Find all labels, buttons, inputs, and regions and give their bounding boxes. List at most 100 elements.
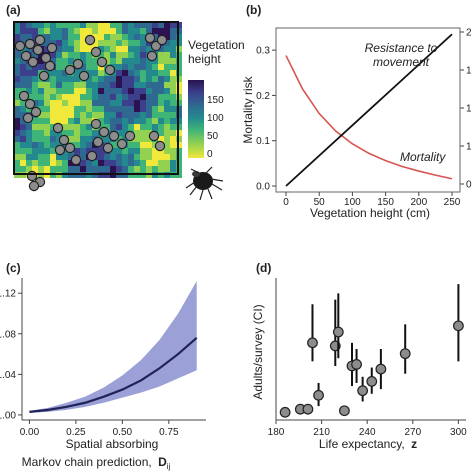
- heatmap-cell: [74, 46, 80, 52]
- site-marker: [46, 42, 58, 54]
- heatmap-cell: [110, 124, 116, 130]
- site-marker: [78, 70, 90, 82]
- heatmap-cell: [170, 34, 176, 40]
- heatmap-cell: [14, 148, 20, 154]
- heatmap-cell: [140, 160, 146, 166]
- heatmap-cell: [62, 160, 68, 166]
- heatmap-cell: [74, 142, 80, 148]
- site-marker: [58, 134, 70, 146]
- heatmap-cell: [26, 160, 32, 166]
- heatmap-cell: [98, 28, 104, 34]
- heatmap-cell: [104, 52, 110, 58]
- heatmap-cell: [32, 148, 38, 154]
- heatmap-cell: [32, 136, 38, 142]
- heatmap-cell: [146, 82, 152, 88]
- heatmap-cell: [56, 46, 62, 52]
- heatmap-cell: [50, 112, 56, 118]
- heatmap-cell: [32, 34, 38, 40]
- heatmap-cell: [98, 106, 104, 112]
- heatmap-cell: [26, 34, 32, 40]
- heatmap-cell: [122, 76, 128, 82]
- heatmap-cell: [170, 82, 176, 88]
- heatmap-cell: [14, 106, 20, 112]
- heatmap-cell: [74, 118, 80, 124]
- site-marker: [146, 50, 158, 62]
- site-marker: [52, 122, 64, 134]
- heatmap-cell: [74, 88, 80, 94]
- heatmap-cell: [140, 124, 146, 130]
- heatmap-cell: [68, 124, 74, 130]
- y-tick-label: 0.0: [256, 182, 270, 193]
- heatmap-cell: [74, 100, 80, 106]
- heatmap-cell: [164, 136, 170, 142]
- site-marker: [64, 142, 76, 154]
- heatmap-cell: [98, 112, 104, 118]
- heatmap-cell: [44, 148, 50, 154]
- heatmap-cell: [80, 106, 86, 112]
- heatmap-cell: [140, 94, 146, 100]
- heatmap-cell: [116, 34, 122, 40]
- heatmap-cell: [86, 76, 92, 82]
- heatmap-cell: [68, 82, 74, 88]
- heatmap-cell: [32, 70, 38, 76]
- heatmap-cell: [38, 28, 44, 34]
- right-y-tick-label: 1: [466, 142, 472, 153]
- heatmap-cell: [98, 70, 104, 76]
- heatmap-cell: [140, 166, 146, 172]
- heatmap-cell: [128, 64, 134, 70]
- heatmap-cell: [134, 40, 140, 46]
- panel-b-chart: 0 50 100 150 200 250 0.0 0.1 0.2 0.3 0 1 1 1 2 Resis…: [241, 27, 472, 220]
- y-axis-label-d: Adults/survey (CI): [251, 304, 265, 399]
- heatmap-cell: [38, 106, 44, 112]
- heatmap-cell: [86, 22, 92, 28]
- x-axis-label-c-line1: Spatial absorbing: [66, 437, 159, 451]
- heatmap-cell: [62, 124, 68, 130]
- heatmap-cell: [104, 40, 110, 46]
- heatmap-cell: [74, 112, 80, 118]
- heatmap-cell: [140, 118, 146, 124]
- site-marker: [72, 58, 84, 70]
- heatmap-cell: [50, 28, 56, 34]
- heatmap-cell: [134, 130, 140, 136]
- heatmap-cell: [164, 106, 170, 112]
- heatmap-cell: [62, 58, 68, 64]
- heatmap-cell: [146, 70, 152, 76]
- heatmap-cell: [32, 82, 38, 88]
- heatmap-cell: [98, 118, 104, 124]
- heatmap-cell: [74, 166, 80, 172]
- heatmap-cell: [146, 112, 152, 118]
- heatmap-cell: [26, 142, 32, 148]
- heatmap-cell: [80, 82, 86, 88]
- heatmap-cell: [122, 118, 128, 124]
- heatmap-cell: [152, 154, 158, 160]
- site-marker: [24, 98, 36, 110]
- heatmap-cell: [26, 70, 32, 76]
- heatmap-cell: [14, 94, 20, 100]
- heatmap-cell: [170, 88, 176, 94]
- heatmap-cell: [68, 40, 74, 46]
- heatmap-cell: [116, 52, 122, 58]
- heatmap-cell: [56, 100, 62, 106]
- heatmap-cell: [62, 34, 68, 40]
- x-axis-label-c-symbol: D: [158, 455, 167, 469]
- heatmap-cell: [104, 82, 110, 88]
- heatmap-cell: [62, 100, 68, 106]
- right-y-tick-label: 1: [466, 66, 472, 77]
- heatmap-cell: [14, 28, 20, 34]
- heatmap-cell: [122, 82, 128, 88]
- heatmap-cell: [128, 52, 134, 58]
- heatmap-cell: [44, 118, 50, 124]
- heatmap-cell: [134, 70, 140, 76]
- heatmap-cell: [98, 22, 104, 28]
- heatmap-cell: [104, 166, 110, 172]
- heatmap-cell: [86, 70, 92, 76]
- heatmap-cell: [110, 58, 116, 64]
- heatmap-cell: [32, 52, 38, 58]
- heatmap-cell: [62, 70, 68, 76]
- heatmap-cell: [140, 64, 146, 70]
- heatmap-cell: [44, 34, 50, 40]
- heatmap-cell: [68, 34, 74, 40]
- heatmap-cell: [164, 46, 170, 52]
- heatmap-cell: [122, 100, 128, 106]
- x-axis-label-d: Life expectancy, z: [319, 437, 417, 451]
